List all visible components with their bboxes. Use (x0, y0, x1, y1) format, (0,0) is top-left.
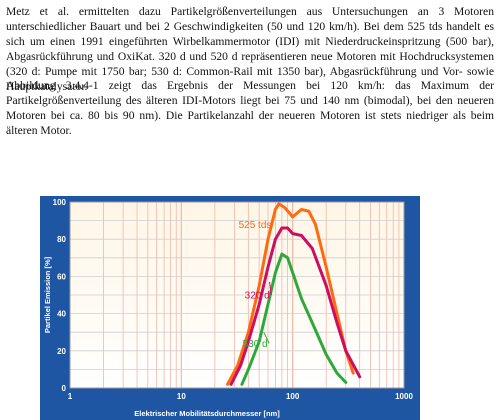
series-line-530-d (240, 252, 348, 386)
x-tick-label: 1000 (395, 392, 413, 401)
y-tick-label: 20 (57, 347, 66, 356)
particle-size-distribution-chart: 525 tds 320 d 530 d 0 20 40 60 80 100 1 10 100 1000… (40, 196, 420, 420)
series-label-leader (263, 331, 270, 344)
series-line-525-tds (226, 202, 355, 386)
chart-svg: 525 tds 320 d 530 d 0 20 40 60 80 100 1 10 100 1000… (43, 198, 414, 418)
paragraph-figure-description: Abbildung 3.4.4-1 zeigt das Ergebnis der… (6, 79, 494, 138)
series-label-leader (269, 281, 272, 296)
grid (69, 201, 405, 389)
series-labels: 525 tds 320 d 530 d (239, 220, 272, 350)
series-line-320-d (229, 226, 362, 386)
tick-labels: 0 20 40 60 80 100 1 10 100 1000 (53, 198, 414, 401)
series-lines (226, 202, 362, 386)
x-tick-label: 100 (286, 392, 300, 401)
x-axis-title: Elektrischer Mobilitätsdurchmesser [nm] (134, 409, 280, 418)
series-label-530-d: 530 d (243, 339, 268, 350)
y-axis-title: Partikel Emission [%] (43, 256, 52, 333)
paragraph-intro: Metz et al. ermittelten dazu Partikelgrö… (6, 5, 494, 94)
series-label-525-tds: 525 tds (239, 220, 272, 231)
x-tick-label: 10 (177, 392, 186, 401)
plot-border (69, 201, 405, 389)
x-tick-label: 1 (68, 392, 73, 401)
y-tick-label: 0 (62, 384, 67, 393)
y-tick-label: 40 (57, 310, 66, 319)
y-tick-label: 100 (53, 198, 67, 207)
y-tick-label: 60 (57, 272, 66, 281)
series-label-320-d: 320 d (245, 291, 270, 302)
y-tick-label: 80 (57, 235, 66, 244)
